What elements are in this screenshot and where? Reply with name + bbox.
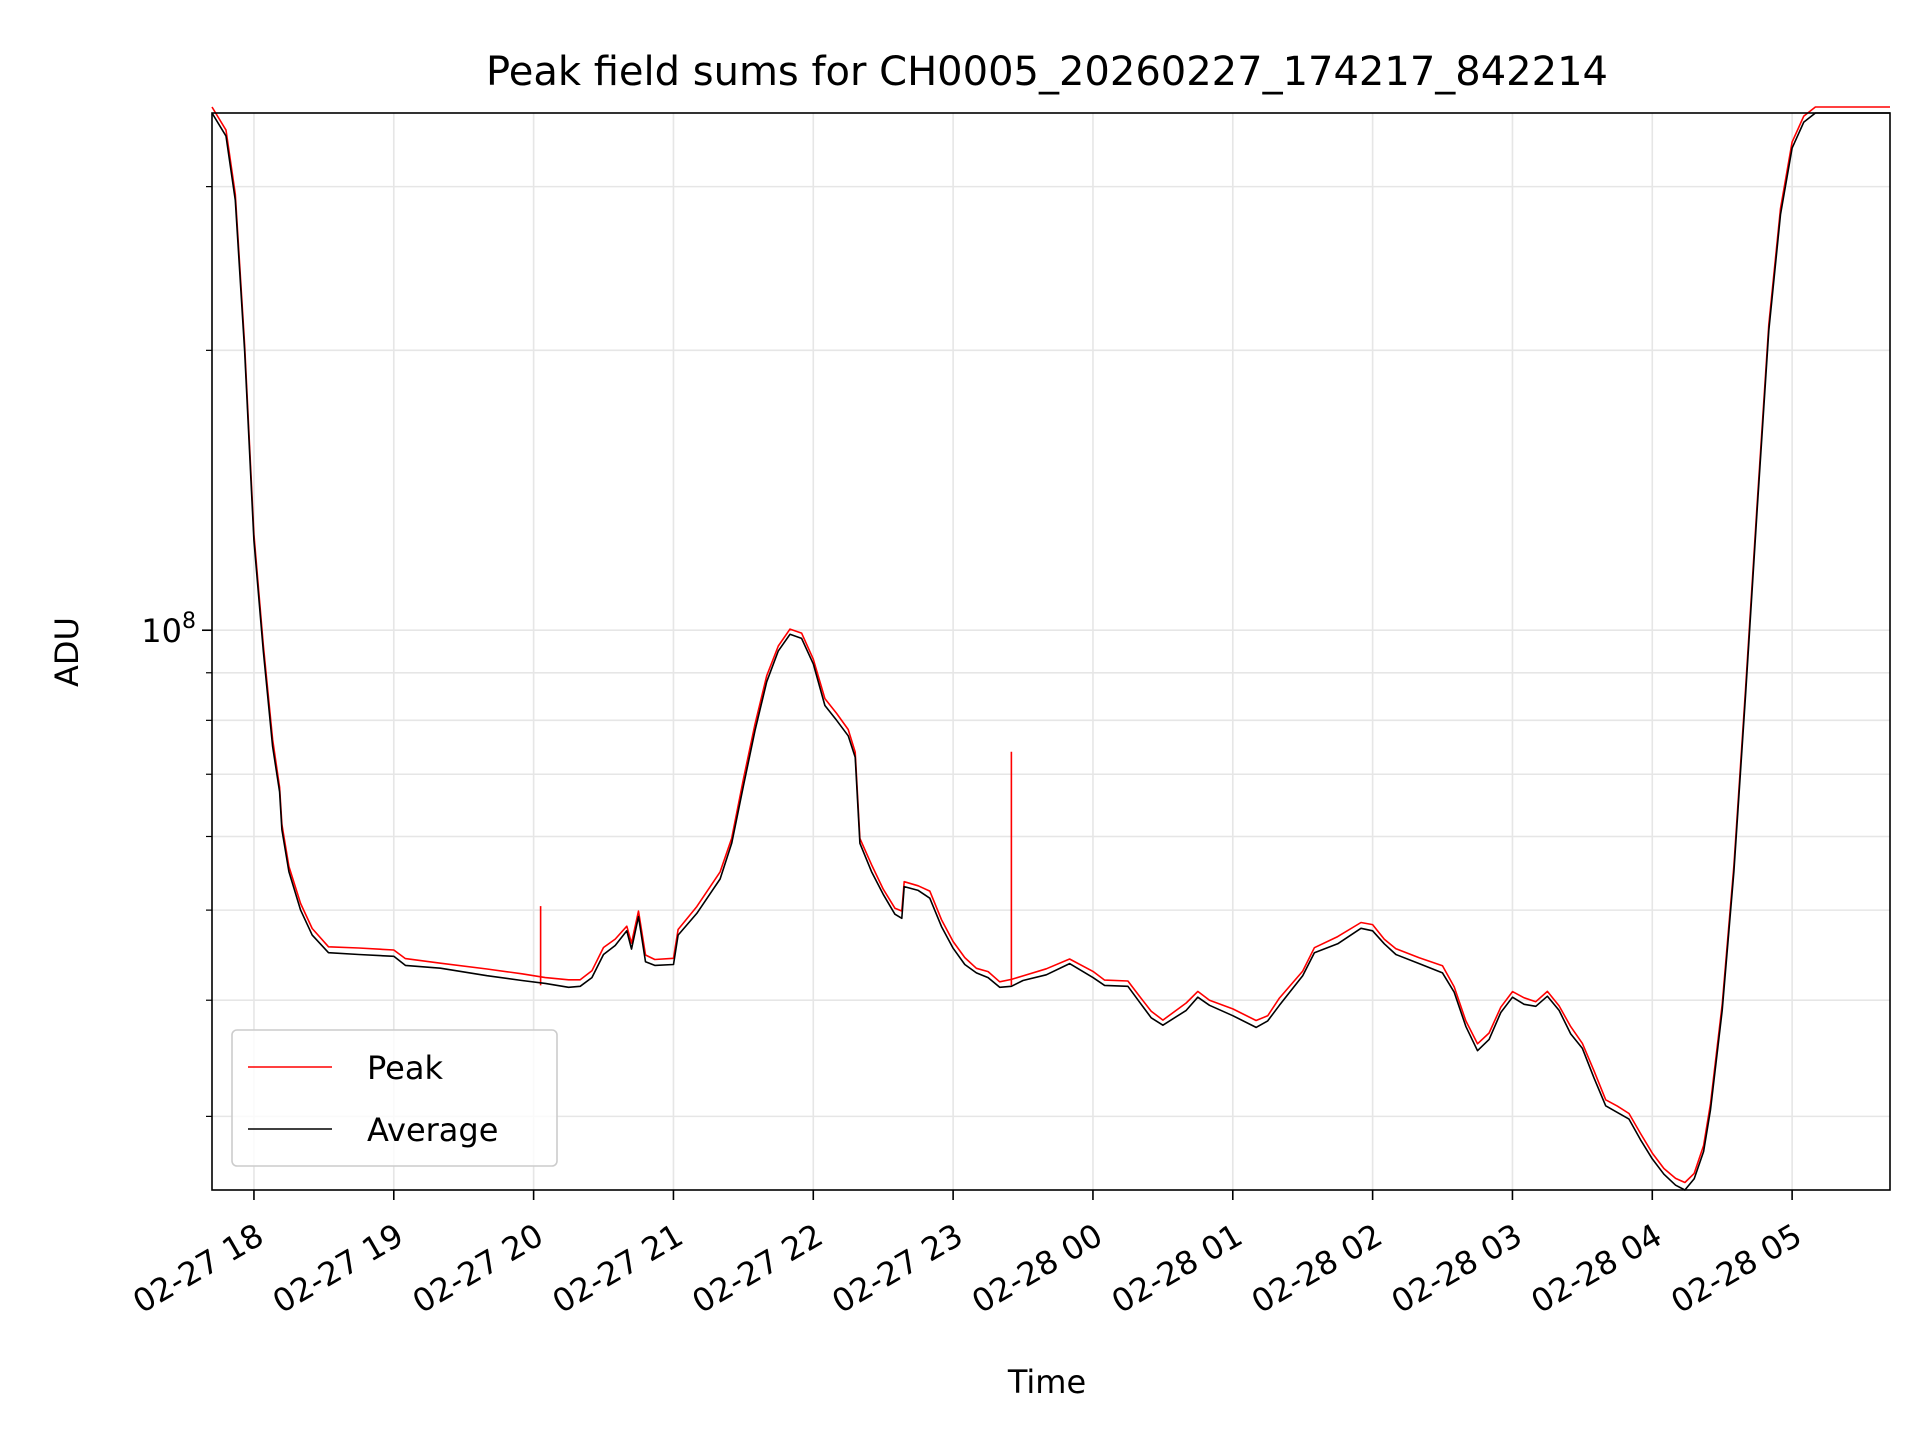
x-tick-label: 02-27 19	[266, 1216, 410, 1321]
x-axis-label: Time	[1007, 1363, 1086, 1401]
x-tick-label: 02-28 01	[1105, 1216, 1249, 1321]
legend-label-average: Average	[367, 1111, 498, 1149]
series-layer	[211, 106, 1890, 1191]
x-tick-label: 02-28 02	[1245, 1216, 1389, 1321]
grid-lines	[212, 113, 1890, 1190]
y-tick-label: 108	[141, 609, 196, 650]
peak-series-line	[211, 106, 1890, 1184]
x-tick-label: 02-27 18	[126, 1216, 270, 1321]
x-tick-label: 02-28 05	[1665, 1216, 1809, 1321]
legend-box	[231, 1029, 558, 1167]
x-tick-label: 02-27 21	[546, 1216, 690, 1321]
legend: Peak Average	[231, 1029, 558, 1167]
x-tick-label: 02-28 04	[1525, 1216, 1669, 1321]
y-axis-ticks: 108	[141, 186, 212, 1117]
y-axis-label: ADU	[48, 617, 86, 687]
x-tick-label: 02-27 22	[686, 1216, 830, 1321]
x-tick-label: 02-28 00	[965, 1216, 1109, 1321]
chart-title: Peak field sums for CH0005_20260227_1742…	[486, 49, 1608, 95]
average-series-line	[211, 112, 1890, 1191]
x-tick-label: 02-28 03	[1385, 1216, 1529, 1321]
legend-label-peak: Peak	[367, 1049, 443, 1087]
x-tick-label: 02-27 20	[406, 1216, 550, 1321]
plot-frame	[211, 112, 1891, 1191]
x-tick-label: 02-27 23	[826, 1216, 970, 1321]
